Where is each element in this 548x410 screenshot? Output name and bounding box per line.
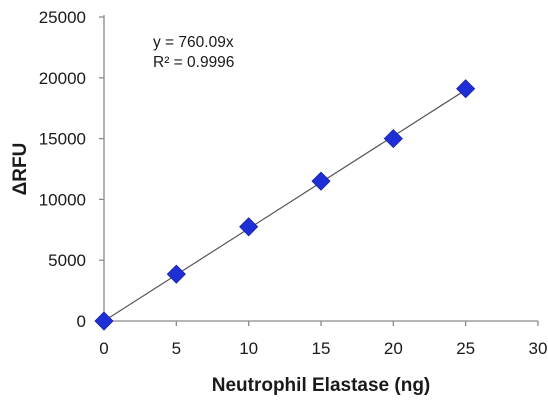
x-tick-label: 15 xyxy=(312,339,331,358)
linear-trendline xyxy=(103,89,466,322)
data-point-diamond xyxy=(239,217,259,237)
data-point-diamond xyxy=(94,311,114,331)
data-point-diamond xyxy=(166,264,186,284)
y-tick-label: 15000 xyxy=(39,130,86,149)
data-point-diamond xyxy=(311,171,331,191)
trendline-group xyxy=(103,89,466,322)
data-point-diamond xyxy=(456,79,476,99)
equation-annotation: y = 760.09x xyxy=(153,34,234,51)
x-tick-label: 10 xyxy=(239,339,258,358)
r-squared-annotation: R² = 0.9996 xyxy=(153,54,234,71)
data-points xyxy=(94,79,476,331)
axes xyxy=(99,15,539,326)
y-tick-label: 10000 xyxy=(39,190,86,209)
y-tick-label: 20000 xyxy=(39,69,86,88)
y-tick-label: 5000 xyxy=(48,251,86,270)
x-tick-label: 0 xyxy=(99,339,108,358)
tick-labels: 0 5000 10000 15000 20000 25000 0 5 10 15 20 25 30 xyxy=(39,8,548,358)
x-tick-label: 25 xyxy=(456,339,475,358)
y-tick-label: 0 xyxy=(77,312,86,331)
chart-text: y = 760.09x R² = 0.9996 Neutrophil Elast… xyxy=(10,34,430,396)
x-tick-label: 30 xyxy=(529,339,548,358)
x-axis-title: Neutrophil Elastase (ng) xyxy=(212,375,431,396)
x-tick-label: 20 xyxy=(384,339,403,358)
y-tick-label: 25000 xyxy=(39,8,86,27)
x-tick-label: 5 xyxy=(172,339,181,358)
data-point-diamond xyxy=(383,129,403,149)
y-axis-title: ΔRFU xyxy=(10,143,31,196)
